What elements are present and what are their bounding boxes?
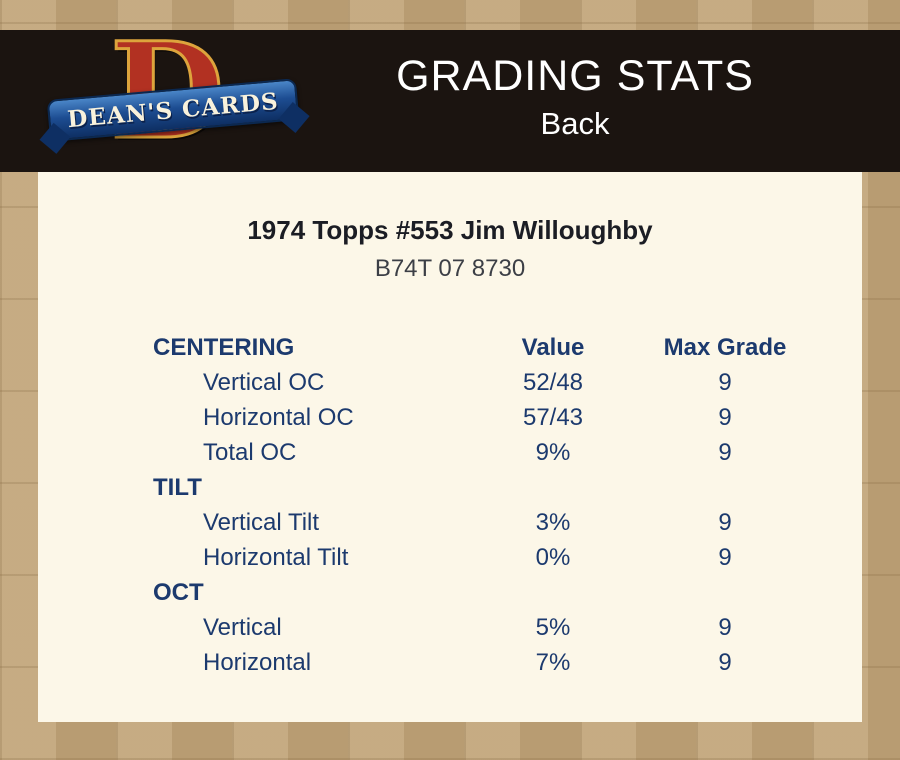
row-grade	[643, 575, 807, 610]
cert-id: B74T 07 8730	[374, 255, 526, 282]
header-titles: GRADING STATS Back	[250, 30, 900, 172]
row-value: Value	[521, 334, 585, 361]
row-grade: 9	[718, 404, 732, 431]
table-row: TILT	[153, 470, 807, 505]
table-row: Horizontal 7% 9	[153, 645, 807, 680]
row-label: CENTERING	[153, 334, 295, 361]
row-grade: 9	[718, 439, 732, 466]
page-title: GRADING STATS	[396, 52, 754, 100]
table-row: CENTERING Value Max Grade	[153, 330, 807, 365]
row-label: Vertical OC	[203, 369, 325, 396]
row-label: Horizontal OC	[203, 404, 354, 431]
row-grade: 9	[718, 509, 732, 536]
row-value: 7%	[535, 649, 571, 676]
row-value: 0%	[535, 544, 571, 571]
row-label: Horizontal	[203, 649, 312, 676]
table-row: Total OC 9% 9	[153, 435, 807, 470]
logo-brand-text: DEAN'S CARDS	[66, 87, 280, 133]
row-value	[463, 470, 643, 505]
table-row: Horizontal Tilt 0% 9	[153, 540, 807, 575]
row-label: Horizontal Tilt	[203, 544, 349, 571]
row-label: Total OC	[203, 439, 297, 466]
table-row: Vertical Tilt 3% 9	[153, 505, 807, 540]
row-grade: Max Grade	[663, 334, 787, 361]
content-panel: 1974 Topps #553 Jim Willoughby B74T 07 8…	[38, 172, 862, 722]
table-row: Vertical OC 52/48 9	[153, 365, 807, 400]
table-row: Vertical 5% 9	[153, 610, 807, 645]
row-grade: 9	[718, 544, 732, 571]
row-grade: 9	[718, 369, 732, 396]
header-bar: D DEAN'S CARDS GRADING STATS Back	[0, 17, 900, 172]
row-label: Vertical	[203, 614, 282, 641]
row-grade: 9	[718, 614, 732, 641]
row-label: OCT	[153, 579, 204, 606]
row-grade: 9	[718, 649, 732, 676]
row-label: Vertical Tilt	[203, 509, 320, 536]
card-title: 1974 Topps #553 Jim Willoughby	[247, 215, 653, 245]
row-value: 3%	[535, 509, 571, 536]
row-value: 57/43	[522, 404, 584, 431]
row-value: 9%	[535, 439, 571, 466]
deans-cards-logo[interactable]: D DEAN'S CARDS	[46, 17, 300, 167]
grading-stats-table: CENTERING Value Max Grade Vertical OC 52…	[153, 330, 807, 680]
table-row: OCT	[153, 575, 807, 610]
row-label: TILT	[153, 474, 202, 501]
page-subtitle: Back	[540, 106, 610, 141]
row-value	[463, 575, 643, 610]
row-value: 5%	[535, 614, 571, 641]
table-row: Horizontal OC 57/43 9	[153, 400, 807, 435]
row-grade	[643, 470, 807, 505]
row-value: 52/48	[522, 369, 584, 396]
